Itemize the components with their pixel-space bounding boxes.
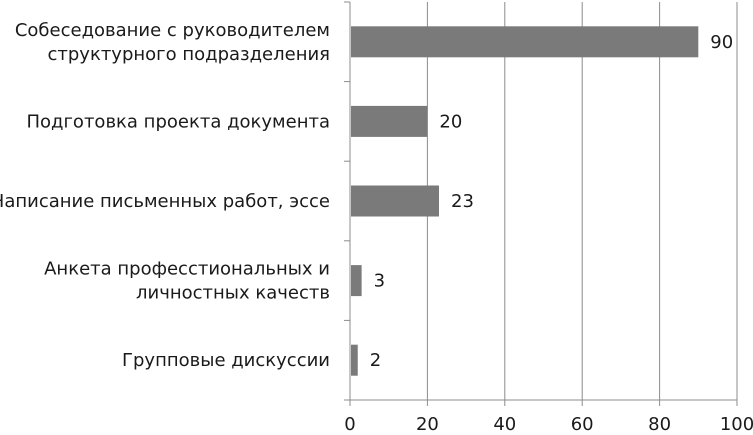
category-label-line: Написание письменных работ, эссе — [0, 191, 330, 212]
category-label: Подготовка проекта документа — [26, 111, 330, 132]
category-label-line: личностных качеств — [136, 283, 330, 304]
x-tick-label: 0 — [344, 414, 355, 435]
data-label: 3 — [374, 271, 385, 292]
axes — [344, 1, 738, 406]
x-tick-label: 100 — [720, 414, 753, 435]
data-label: 90 — [710, 32, 733, 53]
grid-lines — [426, 2, 738, 400]
category-label: Анкета професстиональных и личностных кач… — [44, 259, 330, 304]
bars — [351, 26, 699, 376]
category-label-line: Собеседование с руководителем — [15, 20, 330, 41]
bar — [351, 185, 440, 217]
labels: 0 20 40 60 80 100 90 Собеседование с руководите… — [0, 20, 753, 435]
category-label-line: Групповые дискуссии — [122, 350, 330, 371]
category-label-line: Анкета професстиональных и — [44, 259, 330, 280]
category-label: Собеседование с руководителем структурног… — [15, 20, 330, 65]
bar — [351, 26, 699, 58]
bar — [351, 265, 362, 297]
x-tick-label: 80 — [648, 414, 671, 435]
category-label-line: структурного подразделения — [47, 44, 330, 65]
data-label: 2 — [370, 350, 381, 371]
bar — [351, 105, 428, 137]
data-label: 20 — [439, 111, 462, 132]
data-label: 23 — [451, 191, 474, 212]
category-label-line: Подготовка проекта документа — [26, 111, 330, 132]
category-label: Групповые дискуссии — [122, 350, 330, 371]
x-tick-label: 40 — [493, 414, 516, 435]
x-tick-label: 20 — [416, 414, 439, 435]
bar — [351, 344, 358, 376]
x-tick-label: 60 — [571, 414, 594, 435]
category-label: Написание письменных работ, эссе — [0, 191, 330, 212]
